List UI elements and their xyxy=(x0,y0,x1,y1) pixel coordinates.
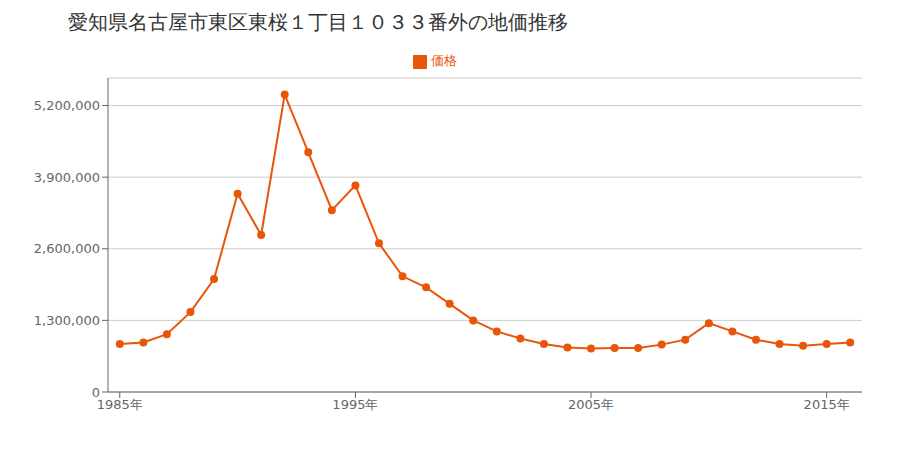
svg-text:1995年: 1995年 xyxy=(332,397,378,412)
svg-text:0: 0 xyxy=(92,385,100,400)
html-text:価格: 価格 xyxy=(431,53,457,68)
html-text:愛知県名古屋市東区東桜１丁目１０３３番外の地価推移: 愛知県名古屋市東区東桜１丁目１０３３番外の地価推移 xyxy=(68,10,568,34)
svg-text:2015年: 2015年 xyxy=(804,397,850,412)
svg-text:3,900,000: 3,900,000 xyxy=(34,170,100,185)
svg-text:5,200,000: 5,200,000 xyxy=(34,98,100,113)
svg-text:1985年: 1985年 xyxy=(97,397,143,412)
svg-text:1,300,000: 1,300,000 xyxy=(34,313,100,328)
svg-text:2,600,000: 2,600,000 xyxy=(34,241,100,256)
svg-text:2005年: 2005年 xyxy=(568,397,614,412)
